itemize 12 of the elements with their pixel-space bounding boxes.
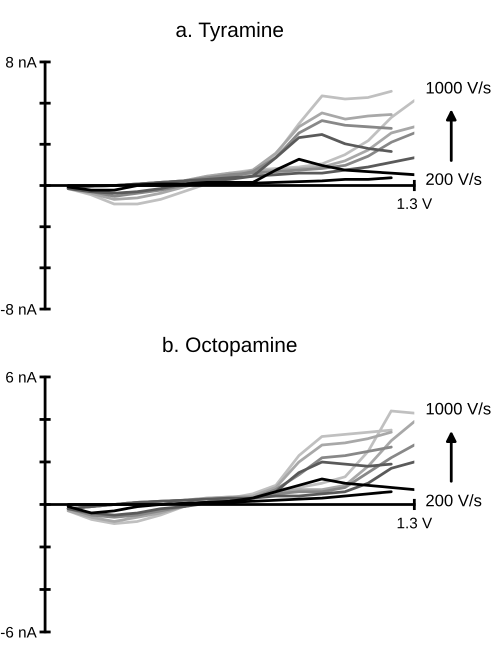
text: 1000 V/s	[426, 81, 491, 94]
annotation: 1.3 V	[398, 518, 432, 528]
text: 200 V/s	[426, 494, 482, 506]
y-tick-label: -8 nA	[0, 304, 37, 315]
annotation: 1.3 V	[398, 198, 432, 210]
y-tick-label: 8 nA	[6, 56, 37, 68]
text: 1000 V/s	[426, 402, 491, 415]
y-tick-label: -6 nA	[0, 626, 37, 638]
text: 200 V/s	[426, 172, 482, 186]
chart-title: a. Tyramine	[176, 22, 284, 42]
y-tick-label: 6 nA	[6, 372, 37, 383]
chart-title: b. Octopamine	[163, 336, 297, 356]
